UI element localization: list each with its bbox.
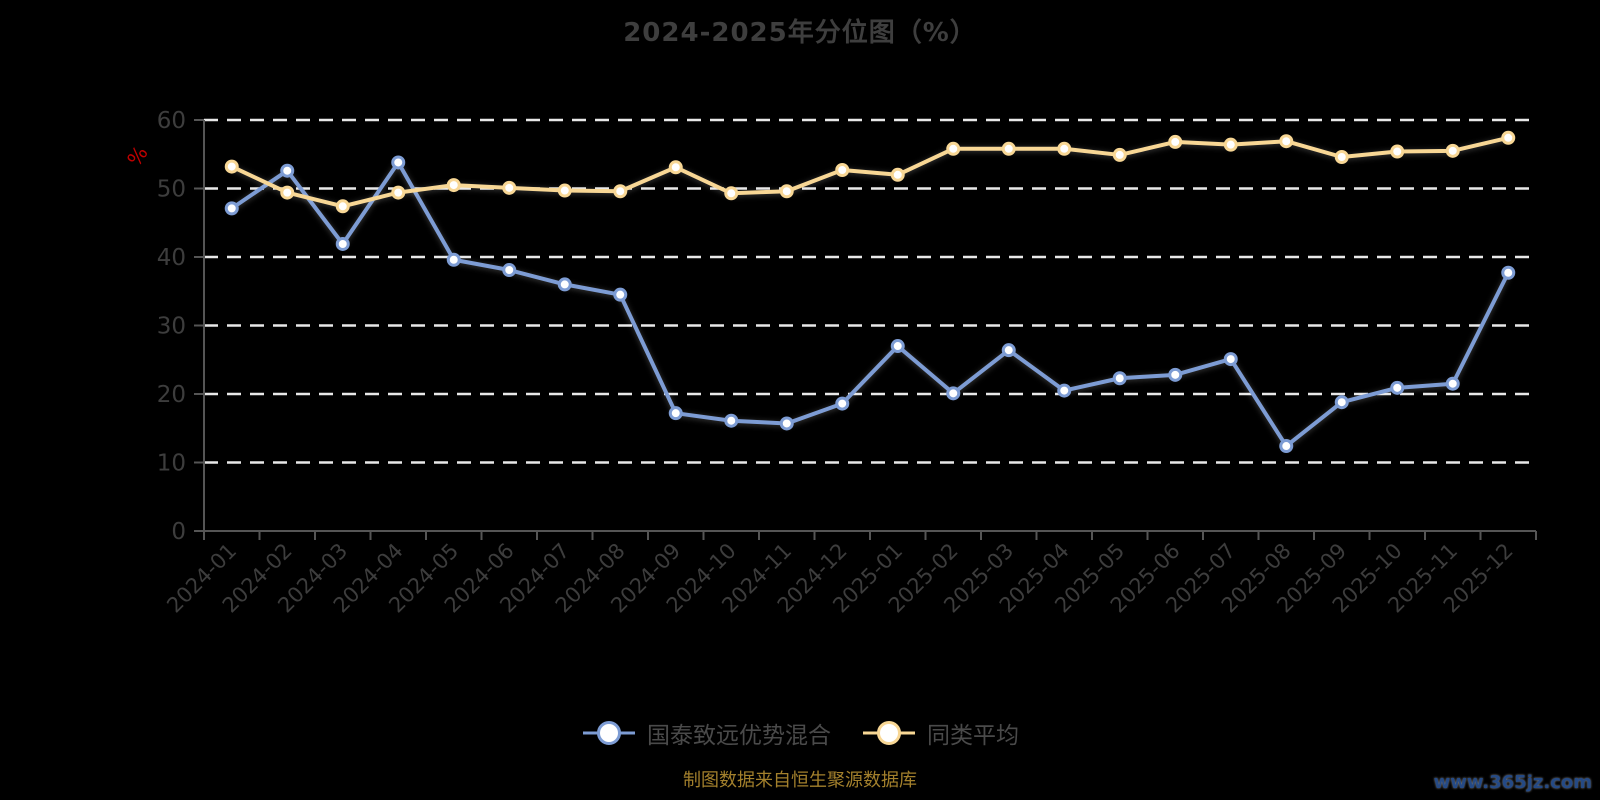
series-0-point-2025-03 [1001, 343, 1016, 358]
series-0-point-2025-08 [1279, 439, 1294, 454]
series-0-point-2024-09 [668, 406, 683, 421]
y-tick-label: 50 [157, 177, 186, 203]
series-0-point-2024-11 [779, 416, 794, 431]
series-0-point-2025-07 [1223, 352, 1238, 367]
legend-circle [877, 721, 901, 745]
series-1-point-2024-01 [224, 159, 239, 174]
series-1-point-2024-10 [724, 186, 739, 201]
series-1-point-2024-05 [446, 178, 461, 193]
legend-marker-icon [583, 721, 635, 745]
series-1-point-2025-08 [1279, 134, 1294, 149]
series-0-point-2025-12 [1501, 265, 1516, 280]
series-line-1 [229, 135, 1511, 209]
series-1-point-2024-06 [502, 180, 517, 195]
y-tick-label: 30 [157, 314, 186, 340]
chart-title: 2024-2025年分位图（%） [623, 18, 977, 48]
series-1-point-2025-09 [1334, 149, 1349, 164]
series-0-point-2025-11 [1445, 376, 1460, 391]
source-note: 制图数据来自恒生聚源数据库 [683, 770, 917, 791]
legend-item-0[interactable]: 国泰致远优势混合 [581, 716, 831, 750]
series-0-point-2024-01 [224, 201, 239, 216]
series-0-point-2024-07 [557, 277, 572, 292]
series-1-point-2024-02 [280, 185, 295, 200]
series-0-point-2025-06 [1168, 367, 1183, 382]
series-1-point-2025-05 [1112, 147, 1127, 162]
series-0-point-2025-04 [1057, 383, 1072, 398]
watermark: www.365jz.com [1433, 772, 1592, 793]
legend: 国泰致远优势混合 同类平均 [0, 716, 1600, 750]
series-0-point-2024-10 [724, 413, 739, 428]
series-0-point-2024-08 [613, 287, 628, 302]
series-1-point-2024-07 [557, 183, 572, 198]
series-1-point-2024-11 [779, 184, 794, 199]
series-1-point-2025-04 [1057, 141, 1072, 156]
series-1-point-2024-08 [613, 184, 628, 199]
series-1-point-2024-03 [335, 199, 350, 214]
legend-label: 国泰致远优势混合 [647, 723, 831, 749]
series-0-point-2024-02 [280, 163, 295, 178]
series-0-point-2025-09 [1334, 395, 1349, 410]
series-0-point-2024-05 [446, 252, 461, 267]
series-1-point-2025-07 [1223, 137, 1238, 152]
series-0-point-2024-03 [335, 236, 350, 251]
series-1-point-2025-12 [1501, 130, 1516, 145]
legend-marker-icon [863, 721, 915, 745]
series-0-point-2024-06 [502, 263, 517, 278]
y-tick-label: 20 [157, 382, 186, 408]
series-0-point-2025-01 [890, 339, 905, 354]
series-1-point-2024-09 [668, 160, 683, 175]
y-tick-label: 0 [171, 519, 186, 545]
series-1-point-2025-01 [890, 167, 905, 182]
series-line-0 [229, 160, 1511, 449]
y-tick-label: 10 [157, 451, 186, 477]
series-1-point-2024-04 [391, 185, 406, 200]
series-1-point-2024-12 [835, 163, 850, 178]
series-1-point-2025-11 [1445, 143, 1460, 158]
y-tick-label: 60 [157, 108, 186, 134]
series-0-point-2024-12 [835, 396, 850, 411]
series-0-point-2024-04 [391, 155, 406, 170]
series-1-point-2025-06 [1168, 134, 1183, 149]
legend-label: 同类平均 [927, 723, 1019, 749]
series-1-point-2025-03 [1001, 141, 1016, 156]
series-0-point-2025-02 [946, 386, 961, 401]
y-tick-label: 40 [157, 245, 186, 271]
series-0-point-2025-05 [1112, 371, 1127, 386]
plot-area: 01020304050602024-012024-022024-032024-0… [157, 108, 1537, 618]
legend-item-1[interactable]: 同类平均 [861, 716, 1019, 750]
legend-circle [597, 721, 621, 745]
series-1-point-2025-10 [1390, 144, 1405, 159]
series-0-point-2025-10 [1390, 380, 1405, 395]
series-1-point-2025-02 [946, 141, 961, 156]
